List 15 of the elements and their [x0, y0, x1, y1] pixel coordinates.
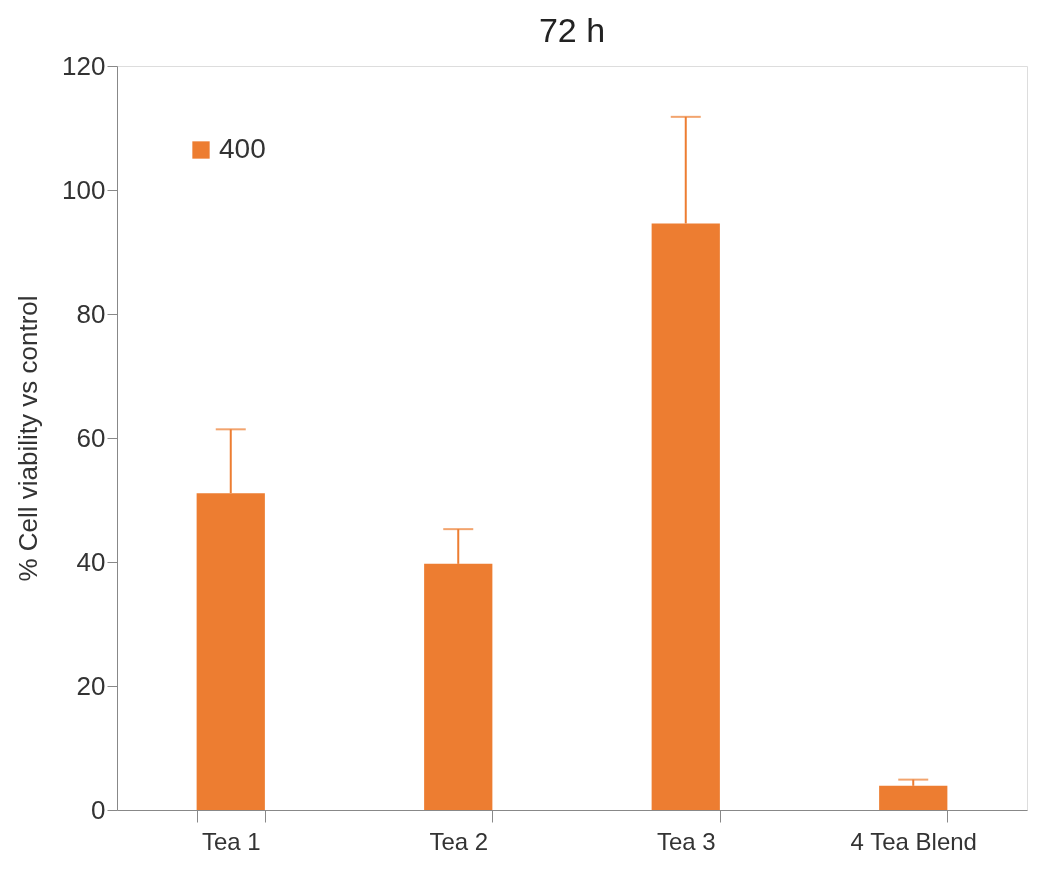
- x-tick-label: Tea 2: [429, 827, 489, 855]
- x-tick-label: Tea 3: [656, 827, 716, 855]
- y-tick-label: 60: [76, 422, 106, 453]
- bar: [879, 785, 948, 810]
- y-tick-label: 120: [62, 50, 106, 81]
- y-tick-label: 0: [91, 794, 106, 825]
- legend-label: 400: [219, 133, 266, 164]
- y-tick-label: 20: [76, 670, 106, 701]
- x-tick-label: Tea 1: [201, 827, 261, 855]
- chart-title: 72 h: [538, 11, 606, 49]
- y-tick-label: 80: [76, 298, 106, 329]
- y-tick-label: 40: [76, 546, 106, 577]
- y-tick-label: 100: [62, 174, 106, 205]
- y-axis-title: % Cell viability vs control: [13, 295, 44, 582]
- x-tick-label: 4 Tea Blend: [850, 827, 977, 855]
